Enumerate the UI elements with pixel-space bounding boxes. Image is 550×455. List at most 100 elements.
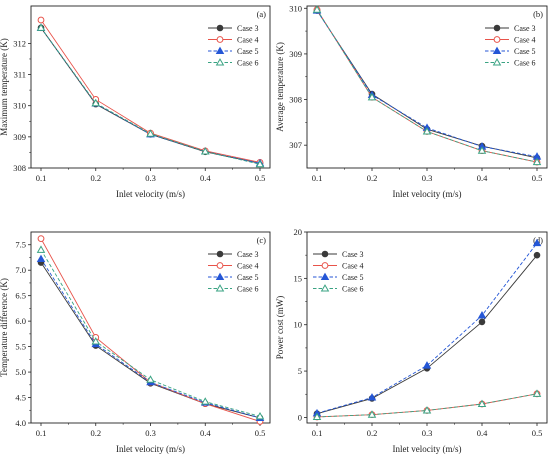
x-tick-label: 0.4	[477, 428, 488, 438]
legend-marker	[493, 36, 501, 43]
series-case-5	[312, 6, 542, 160]
data-point	[477, 311, 487, 319]
y-axis-label: Power cost (mW)	[275, 296, 285, 359]
y-tick-label: 310	[13, 101, 26, 111]
legend-label: Case 5	[514, 47, 536, 56]
x-tick-label: 0.3	[422, 428, 433, 438]
data-point	[37, 235, 45, 243]
series-line	[316, 9, 538, 163]
x-tick-label: 0.4	[200, 173, 211, 183]
series-line	[40, 238, 261, 422]
legend-marker	[215, 272, 225, 281]
data-point	[532, 389, 542, 397]
legend-label: Case 3	[237, 24, 259, 33]
series-case-4	[37, 235, 264, 425]
series-case-6	[36, 23, 265, 168]
series-line	[316, 9, 538, 163]
legend-label: Case 5	[237, 47, 259, 56]
legend-label: Case 3	[342, 250, 364, 259]
series-line	[316, 10, 538, 159]
y-axis-label: Average temperature (K)	[275, 42, 285, 132]
legend-marker	[493, 24, 501, 32]
legend-marker	[216, 250, 224, 258]
data-point	[532, 157, 542, 166]
y-tick-label: 4.0	[15, 418, 26, 428]
data-point	[367, 410, 377, 418]
series-line	[40, 27, 261, 165]
legend-marker	[216, 24, 224, 32]
series-line	[40, 262, 261, 419]
legend-marker	[321, 262, 329, 269]
x-tick-label: 0.2	[367, 173, 378, 183]
data-point	[255, 411, 265, 420]
data-point	[533, 251, 541, 259]
x-tick-label: 0.1	[36, 428, 47, 438]
data-point	[478, 318, 486, 326]
legend: Case 3 Case 4 Case 5 Case 6	[208, 24, 259, 68]
legend-marker	[321, 250, 329, 258]
y-tick-label: 0	[298, 412, 302, 422]
data-point	[36, 23, 46, 31]
x-tick-label: 0.5	[532, 428, 543, 438]
y-tick-label: 308	[13, 163, 26, 173]
y-tick-label: 312	[13, 38, 26, 48]
legend-label: Case 6	[237, 285, 259, 294]
y-tick-label: 15	[294, 273, 303, 283]
x-axis-label: Inlet velocity (m/s)	[393, 444, 462, 454]
legend-marker	[492, 58, 502, 66]
legend: Case 3 Case 4 Case 5 Case 6	[485, 24, 536, 68]
data-point	[422, 127, 432, 135]
y-tick-label: 5.5	[15, 342, 26, 352]
series-case-6	[312, 389, 542, 421]
panel-label: (b)	[533, 9, 543, 19]
data-point	[312, 412, 322, 421]
legend-marker	[320, 272, 330, 281]
legend-label: Case 3	[514, 24, 536, 33]
legend-marker	[215, 46, 225, 55]
legend-marker	[216, 36, 224, 43]
legend-marker	[215, 284, 225, 292]
legend-marker	[320, 284, 330, 292]
x-axis-label: Inlet velocity (m/s)	[116, 189, 185, 199]
data-point	[91, 98, 101, 107]
y-tick-label: 309	[289, 49, 302, 59]
legend-label: Case 4	[514, 36, 536, 45]
x-tick-label: 0.3	[145, 173, 156, 183]
panel-label: (d)	[533, 235, 543, 245]
x-tick-label: 0.1	[36, 173, 47, 183]
series-line	[40, 258, 261, 419]
plot-frame	[30, 231, 271, 424]
y-tick-label: 4.5	[15, 393, 26, 403]
legend-label: Case 6	[514, 59, 536, 68]
data-point	[367, 393, 377, 401]
series-case-6	[312, 5, 542, 166]
x-tick-label: 0.3	[422, 173, 433, 183]
x-tick-label: 0.2	[90, 173, 101, 183]
x-tick-label: 0.2	[367, 428, 378, 438]
y-tick-label: 310	[289, 3, 302, 13]
legend-label: Case 6	[342, 285, 364, 294]
series-line	[40, 27, 261, 164]
y-tick-label: 6.5	[15, 291, 26, 301]
legend-marker	[215, 58, 225, 66]
data-point	[477, 399, 487, 408]
y-tick-label: 309	[13, 132, 26, 142]
data-point	[200, 397, 210, 405]
legend-label: Case 5	[342, 273, 364, 282]
legend-label: Case 6	[237, 59, 259, 68]
x-tick-label: 0.5	[532, 173, 543, 183]
chart-panel-b: 0.1 0.2 0.3 0.4 0.5 307 308 309 310 Inlet velocit…	[275, 3, 548, 199]
series-line	[40, 249, 261, 417]
x-tick-label: 0.4	[200, 428, 211, 438]
y-tick-label: 5	[298, 366, 302, 376]
y-tick-label: 5.0	[15, 367, 26, 377]
data-point	[37, 16, 45, 24]
chart-panel-a: 0.1 0.2 0.3 0.4 0.5 308 309 310 311 312 Inlet velo…	[0, 5, 271, 199]
y-axis-label: Temperature difference (K)	[0, 278, 9, 377]
series-case-6	[36, 245, 265, 420]
legend: Case 3 Case 4 Case 5 Case 6	[208, 250, 259, 294]
data-point	[255, 159, 265, 168]
panel-label: (c)	[257, 235, 267, 245]
data-point	[312, 5, 322, 13]
